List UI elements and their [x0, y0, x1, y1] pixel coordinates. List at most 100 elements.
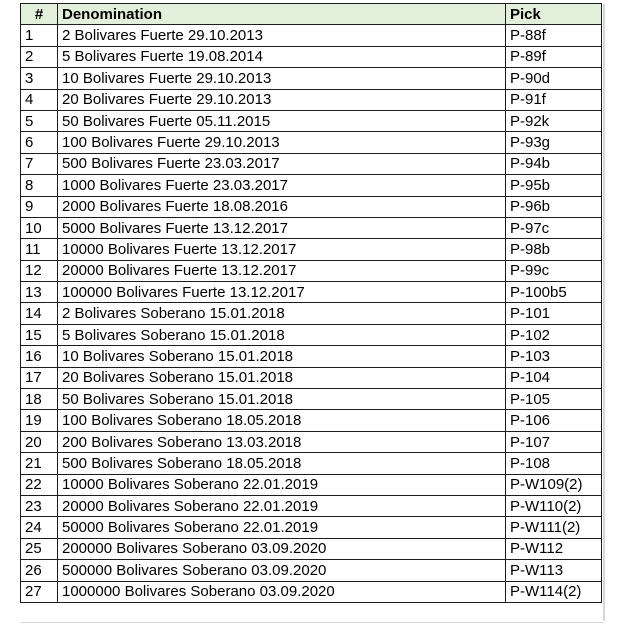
row-number-cell: 4: [20, 88, 58, 111]
row-number-cell: 14: [20, 302, 58, 325]
denomination-cell: 100000 Bolivares Fuerte 13.12.2017: [57, 281, 506, 304]
row-number-cell: 6: [20, 131, 58, 154]
row-number-cell: 8: [20, 174, 58, 197]
gridline-bottom: [21, 621, 604, 623]
denomination-cell: 50 Bolivares Soberano 15.01.2018: [57, 388, 506, 411]
pick-cell: P-W112: [505, 537, 602, 561]
row-number-cell: 22: [20, 473, 58, 496]
pick-cell: P-W113: [505, 559, 602, 582]
table-row: 5 50 Bolivares Fuerte 05.11.2015 P-92k: [20, 109, 602, 133]
denomination-cell: 500 Bolivares Soberano 18.05.2018: [57, 452, 506, 475]
table-row: 8 1000 Bolivares Fuerte 23.03.2017 P-95b: [20, 174, 602, 197]
row-number-cell: 26: [20, 559, 58, 582]
table-row: 22 10000 Bolivares Soberano 22.01.2019 P-W…: [20, 473, 602, 496]
table-row: 20 200 Bolivares Soberano 13.03.2018 P-107: [20, 430, 602, 454]
pick-cell: P-101: [505, 302, 602, 325]
row-number-cell: 21: [20, 452, 58, 475]
row-number-cell: 2: [20, 45, 58, 69]
row-number-cell: 24: [20, 516, 58, 539]
column-header-denomination: Denomination: [57, 2, 506, 26]
pick-cell: P-99c: [505, 259, 602, 283]
denomination-cell: 5 Bolivares Fuerte 19.08.2014: [57, 45, 506, 69]
row-number-cell: 17: [20, 366, 58, 390]
table-row: 9 2000 Bolivares Fuerte 18.08.2016 P-96b: [20, 195, 602, 218]
table-row: 11 10000 Bolivares Fuerte 13.12.2017 P-98b: [20, 238, 602, 261]
table-row: 15 5 Bolivares Soberano 15.01.2018 P-102: [20, 323, 602, 347]
pick-cell: P-96b: [505, 195, 602, 218]
denomination-cell: 500 Bolivares Fuerte 23.03.2017: [57, 152, 506, 176]
pick-cell: P-107: [505, 430, 602, 454]
pick-cell: P-88f: [505, 24, 602, 47]
table-row: 17 20 Bolivares Soberano 15.01.2018 P-104: [20, 366, 602, 390]
denomination-cell: 100 Bolivares Soberano 18.05.2018: [57, 409, 506, 432]
denomination-cell: 20000 Bolivares Soberano 22.01.2019: [57, 494, 506, 518]
table-row: 21 500 Bolivares Soberano 18.05.2018 P-108: [20, 452, 602, 475]
denomination-cell: 2000 Bolivares Fuerte 18.08.2016: [57, 195, 506, 218]
pick-cell: P-97c: [505, 216, 602, 240]
denomination-cell: 50000 Bolivares Soberano 22.01.2019: [57, 516, 506, 539]
denomination-cell: 5000 Bolivares Fuerte 13.12.2017: [57, 216, 506, 240]
pick-cell: P-105: [505, 388, 602, 411]
pick-cell: P-92k: [505, 109, 602, 133]
pick-cell: P-90d: [505, 67, 602, 90]
table-row: 24 50000 Bolivares Soberano 22.01.2019 P-W…: [20, 516, 602, 539]
table-row: 16 10 Bolivares Soberano 15.01.2018 P-103: [20, 345, 602, 368]
pick-cell: P-98b: [505, 238, 602, 261]
denomination-cell: 10 Bolivares Fuerte 29.10.2013: [57, 67, 506, 90]
row-number-cell: 11: [20, 238, 58, 261]
row-number-cell: 1: [20, 24, 58, 47]
denomination-cell: 2 Bolivares Fuerte 29.10.2013: [57, 24, 506, 47]
denomination-cell: 20 Bolivares Fuerte 29.10.2013: [57, 88, 506, 111]
row-number-cell: 18: [20, 388, 58, 411]
row-number-cell: 5: [20, 109, 58, 133]
denomination-cell: 20 Bolivares Soberano 15.01.2018: [57, 366, 506, 390]
pick-cell: P-W111(2): [505, 516, 602, 539]
table-row: 3 10 Bolivares Fuerte 29.10.2013 P-90d: [20, 67, 602, 90]
denomination-cell: 10000 Bolivares Fuerte 13.12.2017: [57, 238, 506, 261]
denomination-cell: 1000000 Bolivares Soberano 03.09.2020: [57, 580, 506, 603]
row-number-cell: 12: [20, 259, 58, 283]
row-number-cell: 19: [20, 409, 58, 432]
pick-cell: P-103: [505, 345, 602, 368]
pick-cell: P-W109(2): [505, 473, 602, 496]
column-header-pick: Pick: [505, 2, 602, 26]
row-number-cell: 16: [20, 345, 58, 368]
pick-cell: P-94b: [505, 152, 602, 176]
row-number-cell: 27: [20, 580, 58, 603]
table-row: 12 20000 Bolivares Fuerte 13.12.2017 P-99c: [20, 259, 602, 283]
table-header-row: # Denomination Pick: [20, 2, 602, 26]
denomination-cell: 50 Bolivares Fuerte 05.11.2015: [57, 109, 506, 133]
table-row: 25 200000 Bolivares Soberano 03.09.2020 P-…: [20, 537, 602, 561]
row-number-cell: 10: [20, 216, 58, 240]
gridline-right: [603, 4, 605, 621]
table-row: 18 50 Bolivares Soberano 15.01.2018 P-105: [20, 388, 602, 411]
table-row: 4 20 Bolivares Fuerte 29.10.2013 P-91f: [20, 88, 602, 111]
row-number-cell: 25: [20, 537, 58, 561]
denomination-cell: 200 Bolivares Soberano 13.03.2018: [57, 430, 506, 454]
column-header-number: #: [20, 2, 58, 26]
pick-cell: P-108: [505, 452, 602, 475]
denomination-cell: 5 Bolivares Soberano 15.01.2018: [57, 323, 506, 347]
denomination-cell: 100 Bolivares Fuerte 29.10.2013: [57, 131, 506, 154]
table-row: 19 100 Bolivares Soberano 18.05.2018 P-106: [20, 409, 602, 432]
denomination-cell: 500000 Bolivares Soberano 03.09.2020: [57, 559, 506, 582]
table-row: 6 100 Bolivares Fuerte 29.10.2013 P-93g: [20, 131, 602, 154]
pick-cell: P-89f: [505, 45, 602, 69]
table-row: 7 500 Bolivares Fuerte 23.03.2017 P-94b: [20, 152, 602, 176]
pick-cell: P-104: [505, 366, 602, 390]
pick-cell: P-91f: [505, 88, 602, 111]
denomination-cell: 20000 Bolivares Fuerte 13.12.2017: [57, 259, 506, 283]
row-number-cell: 23: [20, 494, 58, 518]
row-number-cell: 20: [20, 430, 58, 454]
pick-cell: P-W114(2): [505, 580, 602, 603]
row-number-cell: 7: [20, 152, 58, 176]
pick-cell: P-102: [505, 323, 602, 347]
pick-cell: P-106: [505, 409, 602, 432]
row-number-cell: 15: [20, 323, 58, 347]
pick-cell: P-W110(2): [505, 494, 602, 518]
